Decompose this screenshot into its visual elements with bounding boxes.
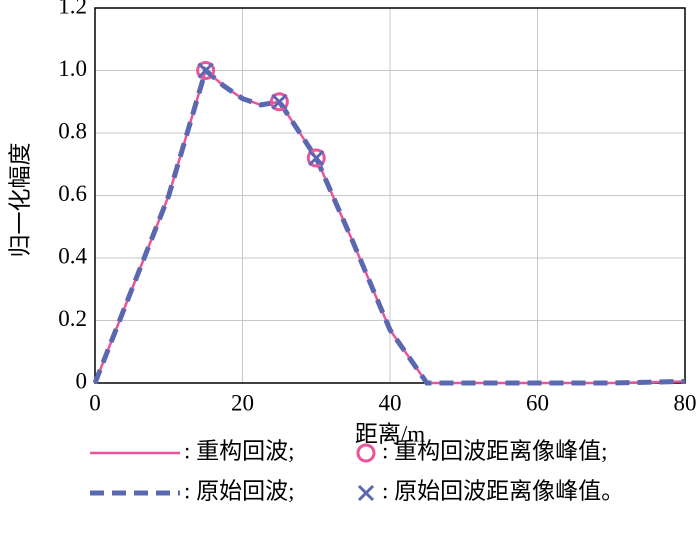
peak-marker	[356, 443, 376, 463]
legend-label: : 原始回波;	[184, 478, 295, 503]
y-tick-label: 0.6	[58, 181, 87, 206]
x-tick-label: 80	[674, 390, 697, 415]
legend-label: : 重构回波;	[184, 438, 295, 463]
x-tick-label: 0	[89, 390, 101, 415]
series-line	[92, 66, 686, 386]
x-tick-label: 40	[379, 390, 402, 415]
x-tick-label: 20	[231, 390, 254, 415]
plot-frame	[94, 7, 686, 384]
peak-marker	[269, 92, 289, 112]
peak-marker	[308, 149, 325, 167]
x-axis-label: 距离/m	[355, 421, 425, 446]
peak-marker	[271, 93, 288, 110]
y-tick-label: 0.4	[58, 243, 87, 268]
y-tick-label: 1.0	[58, 56, 87, 81]
peak-marker	[197, 62, 214, 79]
legend-label: : 重构回波距离像峰值;	[382, 438, 608, 463]
peak-marker	[196, 61, 216, 80]
y-tick-label: 1.2	[58, 0, 87, 18]
peak-marker	[306, 148, 326, 168]
y-axis-label: 归一化幅度	[7, 143, 32, 258]
peak-marker	[357, 484, 375, 502]
y-tick-label: 0	[76, 368, 88, 393]
legend-label: : 原始回波距离像峰值。	[382, 478, 624, 503]
y-tick-label: 0.2	[58, 306, 87, 331]
y-tick-label: 0.8	[58, 118, 87, 143]
x-tick-label: 60	[526, 390, 549, 415]
